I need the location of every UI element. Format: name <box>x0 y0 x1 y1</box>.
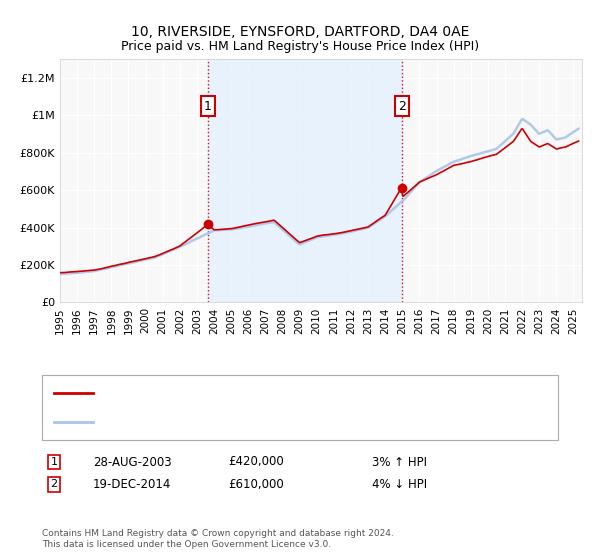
Text: 19-DEC-2014: 19-DEC-2014 <box>93 478 172 491</box>
Text: 4% ↓ HPI: 4% ↓ HPI <box>372 478 427 491</box>
Text: 1: 1 <box>50 457 58 467</box>
Text: 3% ↑ HPI: 3% ↑ HPI <box>372 455 427 469</box>
Bar <box>208 59 401 302</box>
Text: Price paid vs. HM Land Registry's House Price Index (HPI): Price paid vs. HM Land Registry's House … <box>121 40 479 53</box>
Text: HPI: Average price, detached house, Sevenoaks: HPI: Average price, detached house, Seve… <box>99 417 366 427</box>
Text: 10, RIVERSIDE, EYNSFORD, DARTFORD, DA4 0AE: 10, RIVERSIDE, EYNSFORD, DARTFORD, DA4 0… <box>131 25 469 39</box>
Text: 28-AUG-2003: 28-AUG-2003 <box>93 455 172 469</box>
Text: 2: 2 <box>50 479 58 489</box>
Text: 1: 1 <box>204 100 212 113</box>
Text: 2: 2 <box>398 100 406 113</box>
Text: £420,000: £420,000 <box>228 455 284 469</box>
Text: £610,000: £610,000 <box>228 478 284 491</box>
Text: Contains HM Land Registry data © Crown copyright and database right 2024.
This d: Contains HM Land Registry data © Crown c… <box>42 529 394 549</box>
Text: 10, RIVERSIDE, EYNSFORD, DARTFORD, DA4 0AE (detached house): 10, RIVERSIDE, EYNSFORD, DARTFORD, DA4 0… <box>99 388 472 398</box>
